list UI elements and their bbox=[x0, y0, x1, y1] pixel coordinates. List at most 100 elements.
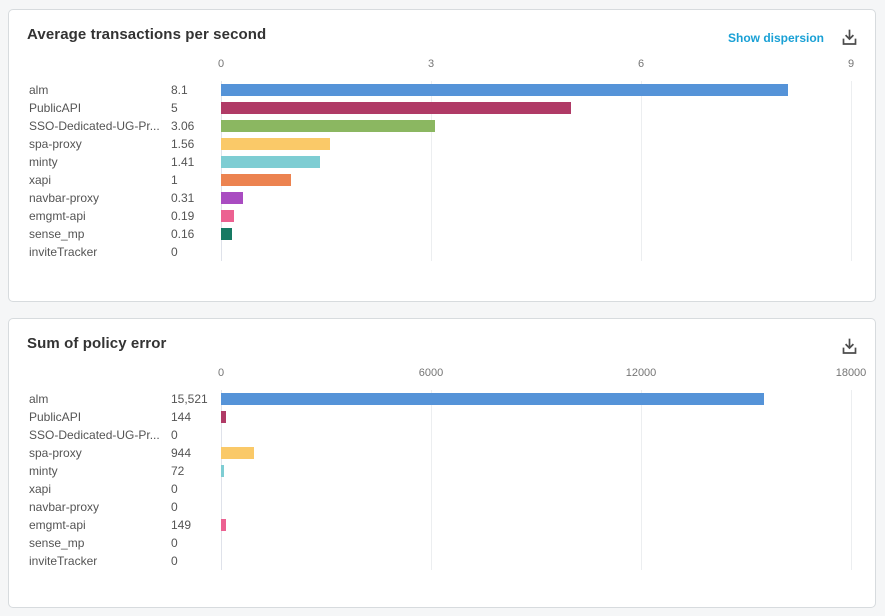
category-label-alm[interactable]: alm bbox=[29, 392, 49, 406]
value-label: 1 bbox=[171, 173, 178, 187]
bar-row bbox=[221, 426, 851, 444]
category-label-minty[interactable]: minty bbox=[29, 155, 58, 169]
category-label-navbar-proxy[interactable]: navbar-proxy bbox=[29, 500, 100, 514]
card-header: Average transactions per second Show dis… bbox=[9, 10, 875, 47]
show-dispersion-link[interactable]: Show dispersion bbox=[727, 30, 824, 45]
bar-row bbox=[221, 99, 851, 117]
plot-area bbox=[221, 81, 852, 261]
value-label: 0.19 bbox=[171, 209, 195, 223]
download-button[interactable] bbox=[840, 28, 859, 47]
category-labels-column: alm PublicAPI SSO-Dedicated-UG-Pr... spa-pr… bbox=[29, 390, 171, 570]
category-label-publicapi[interactable]: PublicAPI bbox=[29, 101, 82, 115]
value-label: 1.41 bbox=[171, 155, 195, 169]
bar-spa-proxy[interactable] bbox=[221, 447, 255, 459]
bar-minty[interactable] bbox=[221, 465, 224, 477]
category-labels-column: alm PublicAPI SSO-Dedicated-UG-Pr... spa-pr… bbox=[29, 81, 171, 261]
chart-title: Sum of policy error bbox=[27, 335, 167, 352]
bar-row bbox=[221, 171, 851, 189]
gridline bbox=[221, 81, 222, 261]
category-label-publicapi[interactable]: PublicAPI bbox=[29, 410, 82, 424]
category-label-xapi[interactable]: xapi bbox=[29, 482, 52, 496]
bar-row bbox=[221, 444, 851, 462]
bar-row bbox=[221, 153, 851, 171]
gridline bbox=[641, 81, 642, 261]
category-label-emgmt-api[interactable]: emgmt-api bbox=[29, 209, 86, 223]
value-label: 72 bbox=[171, 464, 185, 478]
gridline bbox=[431, 81, 432, 261]
bar-row bbox=[221, 480, 851, 498]
bar-row bbox=[221, 552, 851, 570]
category-label-xapi[interactable]: xapi bbox=[29, 173, 52, 187]
category-label-sso-dedicated-ug-pr[interactable]: SSO-Dedicated-UG-Pr... bbox=[29, 119, 160, 133]
category-label-sense-mp[interactable]: sense_mp bbox=[29, 227, 85, 241]
value-label: 15,521 bbox=[171, 392, 208, 406]
value-labels-column: 15,521 144 0 944 72 0 0 149 0 0 bbox=[171, 390, 221, 570]
plot-grid: alm PublicAPI SSO-Dedicated-UG-Pr... spa-pr… bbox=[29, 81, 852, 261]
value-label: 944 bbox=[171, 446, 192, 460]
x-axis-tick: 3 bbox=[427, 58, 435, 70]
x-axis-tick: 0 bbox=[217, 58, 225, 70]
x-axis-tick: 6000 bbox=[418, 367, 444, 379]
bar-alm[interactable] bbox=[221, 393, 765, 405]
bar-sense-mp[interactable] bbox=[221, 228, 233, 240]
value-label: 0.16 bbox=[171, 227, 195, 241]
bar-chart: 0 3 6 9 alm PublicAPI SSO-Dedicated-UG-Pr... s… bbox=[9, 47, 875, 261]
gridline bbox=[851, 390, 852, 570]
x-axis-tick: 0 bbox=[217, 367, 225, 379]
value-label: 5 bbox=[171, 101, 178, 115]
bar-minty[interactable] bbox=[221, 156, 320, 168]
category-label-emgmt-api[interactable]: emgmt-api bbox=[29, 518, 86, 532]
bar-row bbox=[221, 117, 851, 135]
value-label: 144 bbox=[171, 410, 192, 424]
bar-row bbox=[221, 225, 851, 243]
category-label-alm[interactable]: alm bbox=[29, 83, 49, 97]
x-axis: 0 3 6 9 bbox=[217, 58, 854, 76]
bar-emgmt-api[interactable] bbox=[221, 210, 235, 222]
value-label: 0 bbox=[171, 554, 178, 568]
chart-card-policy-error: Sum of policy error 0 6000 12000 18000 alm P… bbox=[8, 318, 876, 608]
bar-row bbox=[221, 462, 851, 480]
value-label: 0 bbox=[171, 482, 178, 496]
x-axis-tick: 12000 bbox=[625, 367, 657, 379]
value-label: 3.06 bbox=[171, 119, 195, 133]
bar-row bbox=[221, 243, 851, 261]
bar-row bbox=[221, 534, 851, 552]
category-label-navbar-proxy[interactable]: navbar-proxy bbox=[29, 191, 100, 205]
card-header: Sum of policy error bbox=[9, 319, 875, 356]
bar-row bbox=[221, 207, 851, 225]
bar-publicapi[interactable] bbox=[221, 102, 571, 114]
value-label: 0 bbox=[171, 536, 178, 550]
gridline bbox=[641, 390, 642, 570]
value-label: 0 bbox=[171, 500, 178, 514]
bar-alm[interactable] bbox=[221, 84, 788, 96]
category-label-spa-proxy[interactable]: spa-proxy bbox=[29, 446, 82, 460]
bar-row bbox=[221, 516, 851, 534]
plot-area bbox=[221, 390, 852, 570]
category-label-invitetracker[interactable]: inviteTracker bbox=[29, 554, 98, 568]
bar-navbar-proxy[interactable] bbox=[221, 192, 243, 204]
bar-publicapi[interactable] bbox=[221, 411, 227, 423]
bar-row bbox=[221, 135, 851, 153]
category-label-sso-dedicated-ug-pr[interactable]: SSO-Dedicated-UG-Pr... bbox=[29, 428, 160, 442]
bar-row bbox=[221, 189, 851, 207]
plot-grid: alm PublicAPI SSO-Dedicated-UG-Pr... spa-pr… bbox=[29, 390, 852, 570]
value-label: 1.56 bbox=[171, 137, 195, 151]
category-label-invitetracker[interactable]: inviteTracker bbox=[29, 245, 98, 259]
bar-row bbox=[221, 498, 851, 516]
x-axis-tick: 18000 bbox=[835, 367, 867, 379]
category-label-minty[interactable]: minty bbox=[29, 464, 58, 478]
bar-row bbox=[221, 390, 851, 408]
bar-spa-proxy[interactable] bbox=[221, 138, 331, 150]
value-label: 0 bbox=[171, 428, 178, 442]
category-label-spa-proxy[interactable]: spa-proxy bbox=[29, 137, 82, 151]
chart-card-avg-transactions: Average transactions per second Show dis… bbox=[8, 9, 876, 302]
x-axis-tick: 6 bbox=[637, 58, 645, 70]
bar-xapi[interactable] bbox=[221, 174, 291, 186]
download-button[interactable] bbox=[840, 337, 859, 356]
gridline bbox=[431, 390, 432, 570]
bar-emgmt-api[interactable] bbox=[221, 519, 227, 531]
bar-sso-dedicated-ug-pr[interactable] bbox=[221, 120, 436, 132]
category-label-sense-mp[interactable]: sense_mp bbox=[29, 536, 85, 550]
bar-row bbox=[221, 81, 851, 99]
